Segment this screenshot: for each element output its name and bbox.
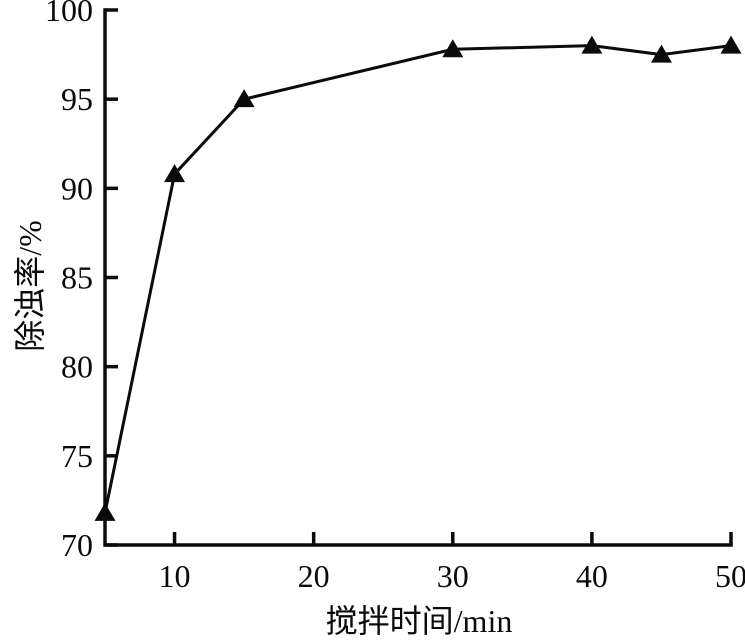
y-tick-label: 75 <box>61 438 93 474</box>
data-line <box>103 44 732 514</box>
data-point-marker <box>650 44 672 63</box>
y-tick-label: 90 <box>61 170 93 206</box>
data-point-marker <box>442 39 464 58</box>
data-point-marker <box>581 35 603 54</box>
data-point-marker <box>720 35 742 54</box>
x-tick-label: 10 <box>159 558 191 594</box>
y-tick-label: 95 <box>61 81 93 117</box>
x-tick-label: 20 <box>298 558 330 594</box>
y-tick-label: 70 <box>61 527 93 563</box>
data-point-marker <box>164 164 186 183</box>
x-tick-label: 50 <box>715 558 745 594</box>
data-point-marker <box>233 89 255 108</box>
x-tick-label: 30 <box>437 558 469 594</box>
x-tick-label: 40 <box>576 558 608 594</box>
data-point-marker <box>94 502 116 521</box>
x-axis-title: 搅拌时间/min <box>325 603 513 639</box>
y-axis-title: 除浊率/% <box>12 220 48 352</box>
y-tick-label: 100 <box>45 0 93 28</box>
y-tick-label: 80 <box>61 349 93 385</box>
y-tick-label: 85 <box>61 260 93 296</box>
axis-lines <box>103 8 733 547</box>
